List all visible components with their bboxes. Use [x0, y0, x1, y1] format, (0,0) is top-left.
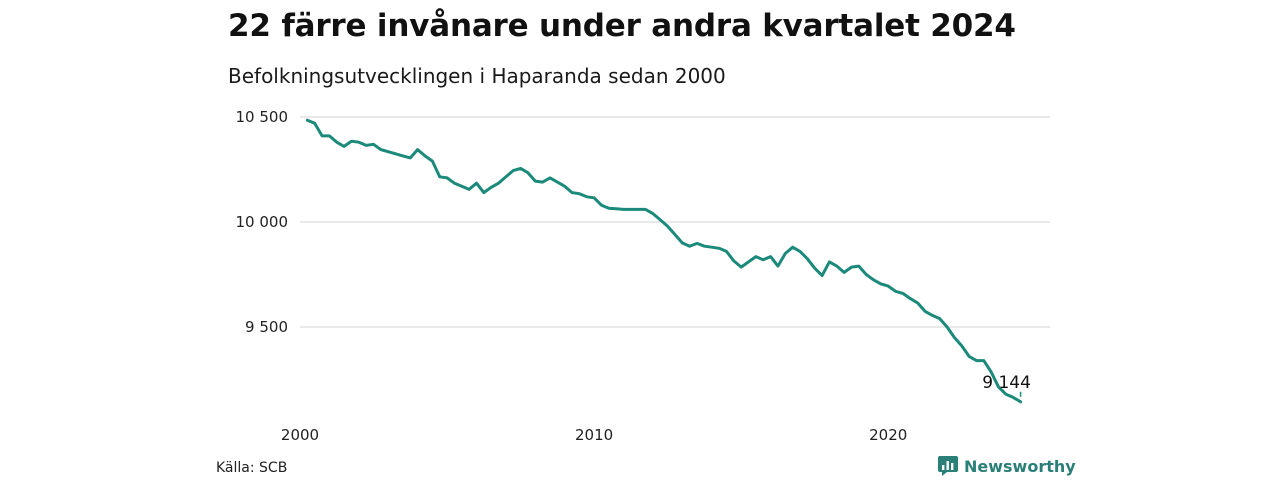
- line-chart: 9 500 10 000 10 500 2000 2010 2020 9 144: [236, 108, 1050, 444]
- chart-title: 22 färre invånare under andra kvartalet …: [228, 8, 1016, 44]
- chart-subtitle: Befolkningsutvecklingen i Haparanda seda…: [228, 64, 726, 88]
- source-note: Källa: SCB: [216, 460, 288, 476]
- x-tick-label: 2000: [281, 426, 319, 444]
- brand-name: Newsworthy: [964, 456, 1076, 476]
- newsworthy-chart-icon: [938, 456, 958, 476]
- x-axis-ticks: 2000 2010 2020: [281, 426, 907, 444]
- y-tick-label: 9 500: [245, 318, 288, 336]
- x-tick-label: 2020: [869, 426, 907, 444]
- population-series-line: [305, 118, 1023, 404]
- end-value-label: 9 144: [982, 373, 1031, 393]
- brand-logo: Newsworthy: [938, 456, 1076, 476]
- y-tick-label: 10 000: [236, 213, 289, 231]
- x-tick-label: 2010: [575, 426, 613, 444]
- gridlines: [300, 116, 1050, 328]
- y-tick-label: 10 500: [236, 108, 289, 126]
- y-axis-ticks: 9 500 10 000 10 500: [236, 108, 289, 336]
